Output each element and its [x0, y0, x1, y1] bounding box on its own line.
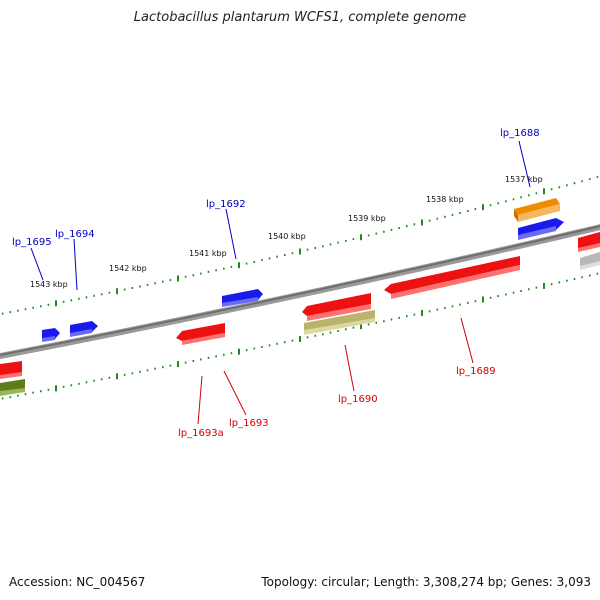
kbp-label-1541: 1541 kbp	[189, 249, 227, 258]
kbp-label-1542: 1542 kbp	[109, 264, 147, 273]
label-lp-1694[interactable]: lp_1694	[55, 229, 95, 240]
gene-right-edge-grey[interactable]	[580, 252, 600, 270]
gene-left-edge-darkolive[interactable]	[0, 379, 25, 396]
gene-lp-1694[interactable]	[70, 321, 98, 337]
outer-tick-ring	[1, 176, 599, 315]
chromosome-backbone-highlight	[0, 225, 600, 357]
gene-lp-1690[interactable]	[302, 293, 371, 321]
label-lp-1693[interactable]: lp_1693	[229, 418, 269, 429]
gene-lp-1689[interactable]	[384, 256, 520, 299]
gene-lp-1688-orange[interactable]	[514, 198, 560, 222]
leader-lp-1688	[518, 140, 531, 188]
label-lp-1688[interactable]: lp_1688	[500, 128, 540, 139]
leader-lp-1694	[73, 238, 78, 291]
map-title: Lactobacillus plantarum WCFS1, complete …	[133, 10, 467, 25]
label-lp-1690[interactable]: lp_1690	[338, 394, 378, 405]
kbp-label-1539: 1539 kbp	[348, 214, 386, 223]
leader-lp-1689	[460, 317, 474, 364]
label-lp-1692[interactable]: lp_1692	[206, 199, 246, 210]
genome-summary-text: Topology: circular; Length: 3,308,274 bp…	[261, 575, 591, 589]
leader-lp-1693a	[197, 375, 203, 425]
accession-text: Accession: NC_004567	[9, 575, 146, 589]
gene-right-edge-red[interactable]	[578, 232, 600, 252]
label-lp-1689[interactable]: lp_1689	[456, 366, 496, 377]
leader-lp-1690	[344, 344, 355, 392]
leader-lp-1693	[223, 370, 247, 416]
inner-tick-ring	[1, 272, 599, 400]
gene-lp-1688-blue[interactable]	[518, 218, 564, 240]
kbp-label-1540: 1540 kbp	[268, 232, 306, 241]
leader-lp-1692	[225, 208, 237, 260]
gene-lp-1695[interactable]	[42, 328, 60, 342]
kbp-label-1537: 1537 kbp	[505, 175, 543, 184]
gene-left-edge-red[interactable]	[0, 361, 22, 379]
gene-lp-1692[interactable]	[222, 289, 263, 307]
kbp-label-1538: 1538 kbp	[426, 195, 464, 204]
label-lp-1695[interactable]: lp_1695	[12, 237, 52, 248]
kbp-label-1543: 1543 kbp	[30, 280, 68, 289]
gene-lp-1693[interactable]	[176, 323, 225, 345]
label-lp-1693a[interactable]: lp_1693a	[178, 428, 224, 439]
gene-lp-1690-olive[interactable]	[304, 310, 375, 335]
leader-lp-1695	[30, 247, 44, 281]
